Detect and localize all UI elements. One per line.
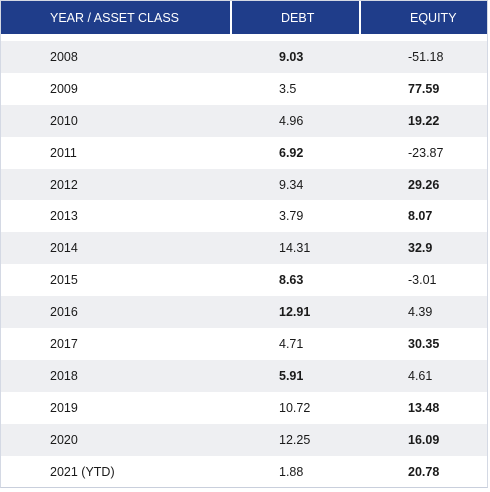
table-row: 2008 9.03 -51.18 <box>1 41 487 73</box>
table-row: 2014 14.31 32.9 <box>1 232 487 265</box>
equity-cell: 30.35 <box>359 328 487 360</box>
year-cell: 2015 <box>1 264 230 297</box>
debt-cell: 12.25 <box>230 423 359 456</box>
year-cell: 2009 <box>1 72 230 105</box>
year-cell: 2018 <box>1 359 230 392</box>
year-cell: 2008 <box>1 41 230 73</box>
year-cell: 2012 <box>1 168 230 201</box>
year-cell: 2014 <box>1 232 230 265</box>
debt-cell: 1.88 <box>230 455 359 488</box>
debt-cell: 12.91 <box>230 296 359 329</box>
table-row: 2015 8.63 -3.01 <box>1 264 487 297</box>
equity-cell: 4.39 <box>359 296 487 329</box>
year-cell: 2013 <box>1 200 230 233</box>
year-cell: 2016 <box>1 296 230 329</box>
debt-cell: 4.96 <box>230 104 359 137</box>
table-row: 2020 12.25 16.09 <box>1 423 487 456</box>
equity-cell: 8.07 <box>359 200 487 233</box>
table-row: 2012 9.34 29.26 <box>1 168 487 201</box>
table-row: 2019 10.72 13.48 <box>1 391 487 424</box>
equity-cell: 77.59 <box>359 72 487 105</box>
table-row: 2021 (YTD) 1.88 20.78 <box>1 455 487 488</box>
table-row: 2018 5.91 4.61 <box>1 359 487 392</box>
debt-cell: 6.92 <box>230 136 359 169</box>
debt-cell: 3.79 <box>230 200 359 233</box>
table-row: 2010 4.96 19.22 <box>1 104 487 137</box>
table-row: 2017 4.71 30.35 <box>1 328 487 360</box>
equity-cell: 20.78 <box>359 455 487 488</box>
table-row: 2013 3.79 8.07 <box>1 200 487 233</box>
debt-cell: 9.34 <box>230 168 359 201</box>
header-equity: EQUITY <box>359 1 487 34</box>
header-year-asset-class: YEAR / ASSET CLASS <box>1 1 230 34</box>
equity-cell: 13.48 <box>359 391 487 424</box>
equity-cell: 29.26 <box>359 168 487 201</box>
debt-cell: 10.72 <box>230 391 359 424</box>
equity-cell: -51.18 <box>359 41 487 73</box>
year-cell: 2011 <box>1 136 230 169</box>
year-cell: 2021 (YTD) <box>1 455 230 488</box>
year-cell: 2010 <box>1 104 230 137</box>
debt-cell: 4.71 <box>230 328 359 360</box>
equity-cell: -23.87 <box>359 136 487 169</box>
table-row: 2016 12.91 4.39 <box>1 296 487 329</box>
debt-cell: 3.5 <box>230 72 359 105</box>
equity-cell: 16.09 <box>359 423 487 456</box>
header-debt: DEBT <box>230 1 359 34</box>
debt-cell: 9.03 <box>230 41 359 73</box>
equity-cell: 32.9 <box>359 232 487 265</box>
debt-cell: 8.63 <box>230 264 359 297</box>
table-row: 2009 3.5 77.59 <box>1 72 487 105</box>
equity-cell: 19.22 <box>359 104 487 137</box>
table-body: 2008 9.03 -51.18 2009 3.5 77.59 2010 4.96 19.22 2… <box>1 34 487 488</box>
debt-cell: 14.31 <box>230 232 359 265</box>
year-cell: 2019 <box>1 391 230 424</box>
year-cell: 2020 <box>1 423 230 456</box>
header-spacer <box>1 34 487 41</box>
header-row: YEAR / ASSET CLASS DEBT EQUITY <box>1 1 487 34</box>
table-row: 2011 6.92 -23.87 <box>1 136 487 169</box>
equity-cell: -3.01 <box>359 264 487 297</box>
debt-cell: 5.91 <box>230 359 359 392</box>
year-cell: 2017 <box>1 328 230 360</box>
equity-cell: 4.61 <box>359 359 487 392</box>
spacer-cell <box>1 34 487 41</box>
